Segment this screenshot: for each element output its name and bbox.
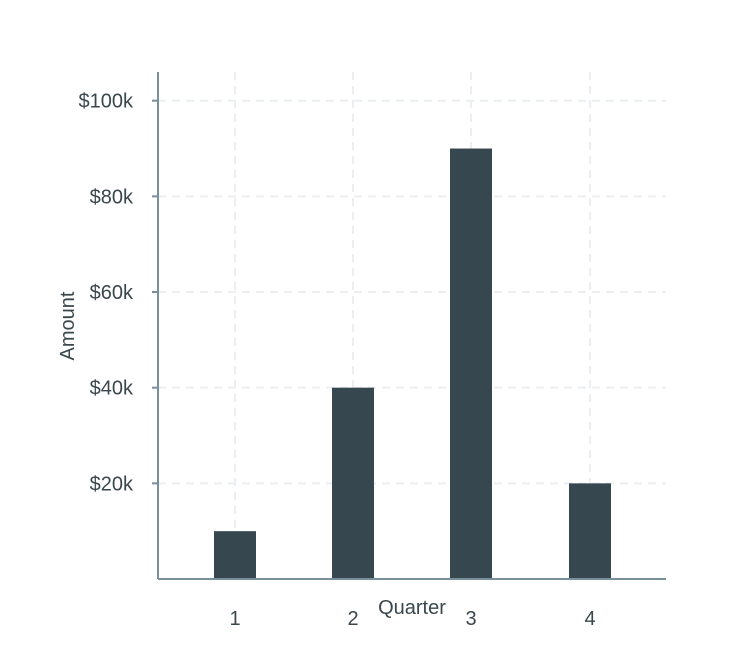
y-tick-label: $20k: [90, 473, 134, 495]
y-tick-label: $80k: [90, 186, 134, 208]
y-tick-label: $60k: [90, 282, 134, 304]
y-tick-label: $100k: [79, 91, 134, 113]
bar-3: [450, 148, 492, 579]
bars: [214, 148, 611, 579]
x-tick-labels: 1 2 3 4: [229, 608, 595, 630]
x-axis-title: Quarter: [378, 597, 446, 619]
y-axis-title: Amount: [57, 291, 79, 360]
x-tick-label: 2: [347, 608, 358, 630]
bar-4: [569, 483, 611, 579]
y-tick-label: $40k: [90, 378, 134, 400]
x-tick-label: 3: [465, 608, 476, 630]
axes: [157, 72, 666, 580]
bar-1: [214, 531, 256, 579]
x-tick-label: 4: [584, 608, 595, 630]
grid-lines: [158, 72, 666, 579]
x-tick-label: 1: [229, 608, 240, 630]
y-tick-labels: $20k $40k $60k $80k $100k: [79, 91, 158, 495]
bar-2: [332, 387, 374, 579]
